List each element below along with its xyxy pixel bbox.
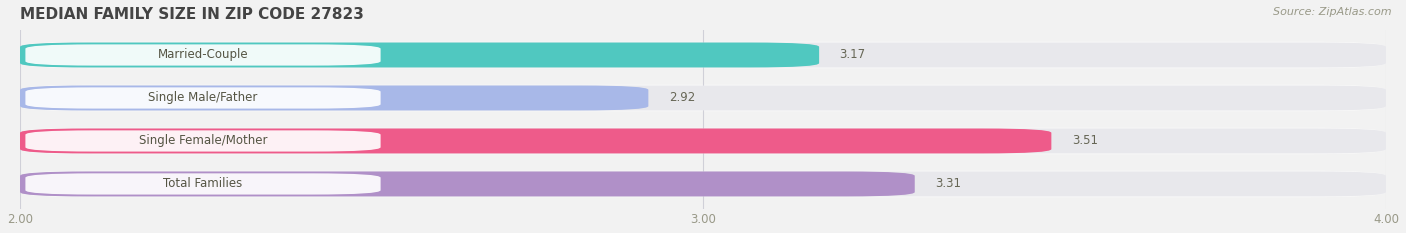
FancyBboxPatch shape: [25, 87, 381, 109]
FancyBboxPatch shape: [25, 173, 381, 195]
Text: 2.92: 2.92: [669, 92, 695, 104]
FancyBboxPatch shape: [20, 171, 915, 196]
FancyBboxPatch shape: [20, 171, 1386, 197]
FancyBboxPatch shape: [20, 128, 1386, 154]
FancyBboxPatch shape: [25, 45, 381, 65]
FancyBboxPatch shape: [20, 86, 1386, 110]
FancyBboxPatch shape: [20, 42, 1386, 68]
Text: Single Male/Father: Single Male/Father: [148, 92, 257, 104]
Text: 3.17: 3.17: [839, 48, 866, 62]
FancyBboxPatch shape: [20, 42, 1386, 68]
Text: 3.51: 3.51: [1071, 134, 1098, 147]
FancyBboxPatch shape: [25, 130, 381, 151]
FancyBboxPatch shape: [20, 85, 1386, 111]
FancyBboxPatch shape: [20, 129, 1052, 154]
Text: Single Female/Mother: Single Female/Mother: [139, 134, 267, 147]
FancyBboxPatch shape: [20, 86, 648, 110]
FancyBboxPatch shape: [20, 171, 1386, 196]
Text: Total Families: Total Families: [163, 178, 243, 190]
FancyBboxPatch shape: [20, 129, 1386, 154]
Text: Married-Couple: Married-Couple: [157, 48, 249, 62]
Text: MEDIAN FAMILY SIZE IN ZIP CODE 27823: MEDIAN FAMILY SIZE IN ZIP CODE 27823: [20, 7, 364, 22]
Text: Source: ZipAtlas.com: Source: ZipAtlas.com: [1274, 7, 1392, 17]
Text: 3.31: 3.31: [935, 178, 962, 190]
FancyBboxPatch shape: [20, 42, 820, 68]
